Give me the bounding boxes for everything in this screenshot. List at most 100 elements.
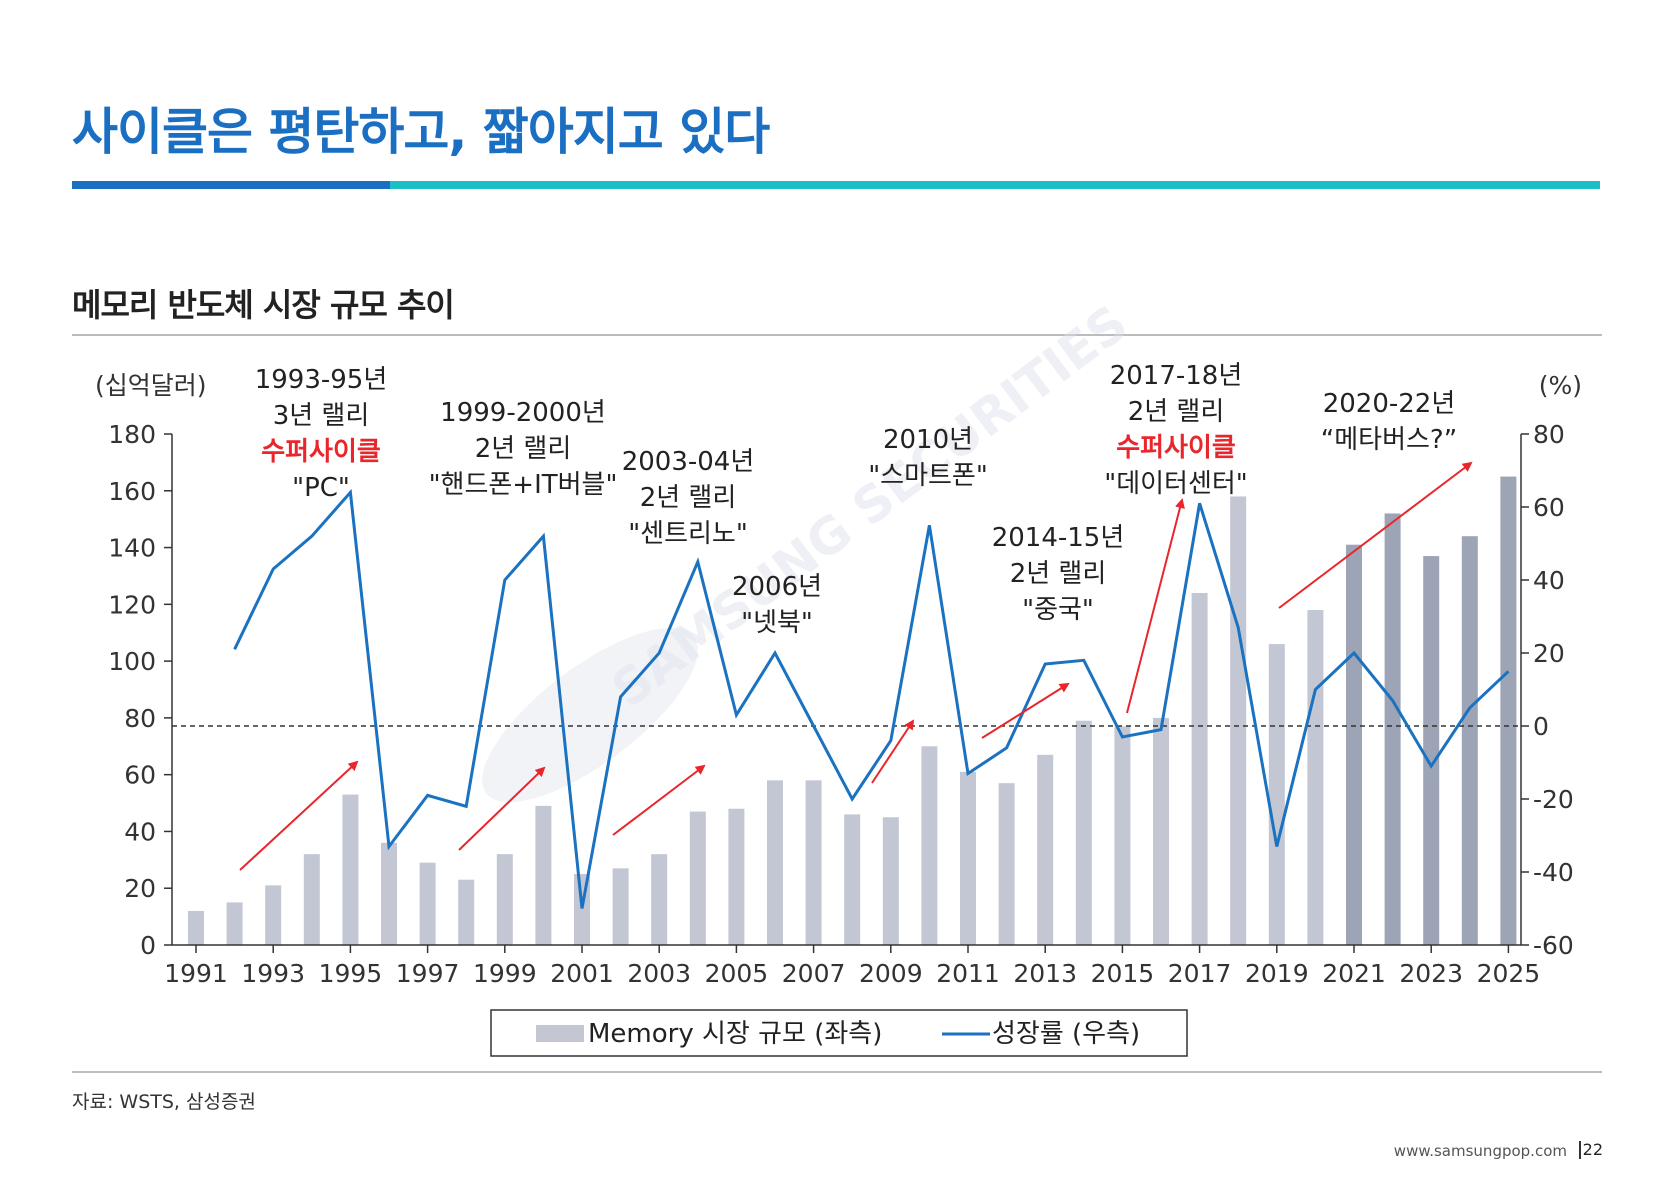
y-tick-label-left: 20 — [124, 874, 156, 903]
bar-2018 — [1230, 496, 1247, 945]
y-tick-label-right: 0 — [1533, 712, 1549, 741]
x-tick-label: 2011 — [936, 959, 1000, 988]
bar-2000 — [535, 805, 552, 945]
bar-2023 — [1423, 556, 1440, 945]
bar-2020 — [1307, 610, 1324, 945]
annotation-text: 1993-95년 — [255, 365, 388, 395]
annotation-text: "센트리노" — [628, 519, 748, 549]
annotation-text: 2006년 — [732, 572, 822, 602]
axes: 0 20 40 60 80 100 120 140 160 180 -60 -40 -20 0 20 40 60… — [95, 371, 1582, 988]
title-underline-accent — [72, 181, 390, 189]
y-tick-label-right: 60 — [1533, 493, 1565, 522]
chart-top-divider — [72, 334, 1602, 336]
bar-2008 — [844, 814, 861, 945]
x-tick-label: 2009 — [859, 959, 923, 988]
trend-arrows — [239, 461, 1473, 871]
bar-2013 — [1037, 754, 1054, 945]
annotation-text: 2년 랠리 — [1128, 397, 1225, 427]
bar-2002 — [612, 868, 629, 945]
footer-url: www.samsungpop.com — [1393, 1142, 1567, 1160]
bar-2022 — [1384, 513, 1401, 945]
trend-arrow — [1278, 461, 1473, 609]
trend-arrow — [871, 719, 915, 784]
x-tick-label: 2015 — [1091, 959, 1155, 988]
legend-bar-swatch — [536, 1025, 584, 1042]
bar-1999 — [496, 854, 513, 945]
annotation-text: 2017-18년 — [1110, 361, 1243, 391]
x-tick-label: 2025 — [1477, 959, 1541, 988]
y-tick-label-left: 80 — [124, 704, 156, 733]
x-tick-label: 2023 — [1399, 959, 1463, 988]
trend-arrow — [612, 764, 706, 836]
x-tick-label: 1995 — [319, 959, 383, 988]
x-tick-label: 1999 — [473, 959, 537, 988]
y-tick-label-left: 100 — [108, 647, 156, 676]
trend-arrow — [1126, 498, 1185, 714]
annotation-text: "핸드폰+IT버블" — [429, 470, 618, 500]
bar-2005 — [728, 808, 745, 945]
page-title: 사이클은 평탄하고, 짧아지고 있다 — [72, 103, 770, 161]
bar-1992 — [226, 902, 243, 945]
annotation-text: "중국" — [1022, 595, 1094, 625]
growth-rate-line — [233, 488, 1510, 909]
y-axis-right-unit: (%) — [1539, 371, 1582, 400]
x-tick-label: 2013 — [1013, 959, 1077, 988]
y-axis-left-unit: (십억달러) — [95, 371, 207, 400]
annotation-text: 수퍼사이클 — [1116, 433, 1236, 463]
trend-arrow — [458, 766, 546, 851]
x-tick-label: 2007 — [782, 959, 846, 988]
y-tick-label-left: 0 — [140, 931, 156, 960]
bar-2007 — [805, 780, 822, 945]
x-tick-label: 1991 — [164, 959, 228, 988]
legend-bar-label: Memory 시장 규모 (좌측) — [588, 1019, 882, 1049]
bar-series — [188, 476, 1517, 945]
bar-1997 — [419, 862, 436, 945]
annotation-text: 2년 랠리 — [1010, 559, 1107, 589]
y-tick-label-left: 120 — [108, 590, 156, 619]
y-tick-label-left: 180 — [108, 420, 156, 449]
title-underline — [390, 181, 1600, 189]
x-tick-label: 1993 — [241, 959, 305, 988]
y-tick-label-right: -40 — [1533, 858, 1574, 887]
y-tick-label-right: 40 — [1533, 566, 1565, 595]
bar-2025 — [1500, 476, 1517, 945]
bar-2010 — [921, 746, 938, 945]
bar-1995 — [342, 794, 359, 945]
source-note: 자료: WSTS, 삼성증권 — [72, 1091, 256, 1113]
y-tick-label-right: -60 — [1533, 931, 1574, 960]
bar-1994 — [303, 854, 320, 945]
bar-2021 — [1346, 544, 1362, 945]
legend-box — [490, 1009, 1188, 1057]
line-series — [233, 488, 1510, 909]
bar-2012 — [998, 783, 1015, 945]
legend-line-label: 성장률 (우측) — [992, 1019, 1140, 1049]
annotation-text: 2014-15년 — [992, 523, 1125, 553]
trend-arrow — [239, 760, 359, 871]
bar-2015 — [1114, 726, 1131, 945]
chart-bottom-divider — [72, 1071, 1602, 1073]
annotation-text: 2003-04년 — [622, 447, 755, 477]
bar-2019 — [1268, 644, 1285, 945]
bar-2016 — [1153, 717, 1169, 945]
annotation-text: "데이터센터" — [1104, 469, 1248, 499]
bar-2009 — [882, 817, 899, 945]
annotation-text: 2020-22년 — [1323, 389, 1456, 419]
bar-2024 — [1461, 536, 1478, 945]
bar-1993 — [265, 885, 282, 945]
trend-arrow — [981, 682, 1070, 739]
x-tick-label: 2017 — [1168, 959, 1232, 988]
x-tick-label: 2003 — [627, 959, 691, 988]
y-tick-label-left: 40 — [124, 817, 156, 846]
annotation-text: 1999-2000년 — [440, 398, 606, 428]
bar-2017 — [1191, 592, 1208, 945]
y-tick-label-left: 160 — [108, 477, 156, 506]
bar-2004 — [689, 811, 706, 945]
y-tick-label-left: 140 — [108, 534, 156, 563]
footer-separator — [1579, 1141, 1581, 1159]
annotation-text: "스마트폰" — [868, 461, 988, 491]
annotation-text: "넷북" — [741, 608, 813, 638]
annotation-text: "PC" — [292, 473, 350, 503]
x-tick-label: 2001 — [550, 959, 614, 988]
